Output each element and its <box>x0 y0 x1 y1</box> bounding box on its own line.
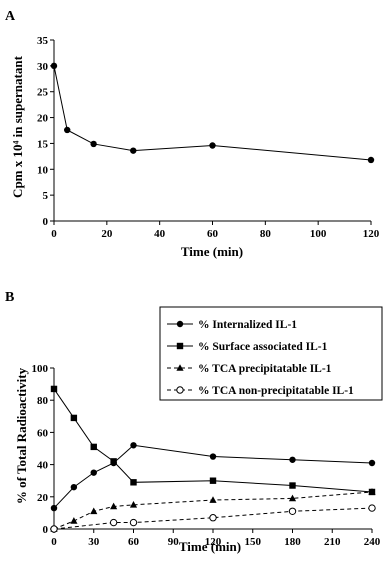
panel-b-series-1-point <box>209 477 217 484</box>
panel-b-series-0-point <box>289 456 296 463</box>
panel-a-x-tick-label: 0 <box>51 228 57 240</box>
panel-b-series-1-point <box>289 482 296 489</box>
panel-b-series-2-point <box>368 488 376 495</box>
panel-b-y-tick-label: 40 <box>37 460 49 472</box>
legend-entry-0-marker <box>176 320 184 328</box>
panel-b-y-tick-label: 100 <box>32 363 49 375</box>
panel-b-series-1-point <box>110 458 117 465</box>
panel-a-y-tick-label: 15 <box>37 138 49 150</box>
panel-a-x-tick-label: 20 <box>101 228 113 240</box>
panel-a-series-0-point <box>367 156 375 164</box>
panel-b-y-tick-label: 20 <box>37 492 49 504</box>
legend-entry-3-label: % TCA non-precipitatable IL-1 <box>198 385 354 397</box>
panel-a-chart: A Cpm x 10⁴ in supernatant Time (min) 0 5… <box>5 9 380 259</box>
legend-entry-2-marker <box>176 364 184 371</box>
panel-b-series-3-line <box>53 507 373 530</box>
panel-b-x-tick-label: 210 <box>324 536 341 548</box>
panel-b-marks <box>50 385 376 533</box>
panel-a-label: A <box>5 9 16 24</box>
panel-a-series-0-point <box>130 147 137 154</box>
panel-b-x-tick-label: 180 <box>284 536 301 548</box>
panel-a-series-0-point <box>90 140 97 148</box>
panel-b-series-0-point <box>130 442 137 449</box>
legend-entry-3-marker <box>176 386 184 394</box>
panel-a-series-0-line <box>53 65 372 161</box>
panel-b-series-3-point <box>209 514 217 522</box>
panel-b-series-3-point <box>109 518 118 527</box>
panel-a-y-tick-label: 25 <box>37 87 49 99</box>
panel-b-series-1-point <box>90 443 97 451</box>
panel-b-series-0-point <box>50 504 58 512</box>
panel-b-series-0-point <box>368 459 376 467</box>
panel-a-x-axis-title: Time (min) <box>181 244 243 259</box>
panel-a-y-tick-label: 5 <box>43 190 49 202</box>
panel-a-series-0-point <box>64 126 71 134</box>
panel-a-marks <box>50 62 375 164</box>
panel-b-series-2-point <box>90 507 98 515</box>
panel-b-x-tick-label: 240 <box>364 536 381 548</box>
panel-b-series-2-point <box>209 496 217 503</box>
panel-b-x-tick-label: 30 <box>88 536 100 548</box>
panel-a-x-tick-label: 80 <box>260 228 272 240</box>
panel-b-x-tick-label: 150 <box>245 536 262 548</box>
legend-entry-1-marker <box>176 342 184 350</box>
panel-b-axes: 0 20 40 60 80 100 0 30 60 90 120 150 180 210 240 <box>32 363 381 548</box>
panel-b-x-tick-label: 120 <box>205 536 222 548</box>
panel-a-y-tick-label: 20 <box>37 113 49 125</box>
legend: % Internalized IL-1 % Surface associated … <box>159 306 383 401</box>
panel-b-series-1-point <box>50 385 58 393</box>
panel-a-x-tick-label: 100 <box>310 228 327 240</box>
panel-b-series-2-point <box>288 494 297 502</box>
panel-b-series-3-point <box>288 507 297 515</box>
panel-a-x-tick-label: 60 <box>207 228 219 240</box>
panel-a-y-tick-label: 10 <box>37 164 49 176</box>
panel-b-series-3-point <box>368 504 376 512</box>
panel-a-y-tick-label: 35 <box>37 35 49 47</box>
legend-box <box>159 306 383 401</box>
panel-b-label: B <box>5 290 14 305</box>
panel-b-series-1-point <box>130 479 137 486</box>
panel-b-series-1-point <box>70 414 78 422</box>
panel-a-series-0-point <box>50 62 58 70</box>
legend-entry-1-label: % Surface associated IL-1 <box>198 341 328 353</box>
panel-b-series-0-point <box>209 453 217 460</box>
panel-b-series-3-point <box>50 525 58 533</box>
panel-b-x-tick-label: 90 <box>168 536 180 548</box>
legend-entry-0-label: % Internalized IL-1 <box>198 319 297 331</box>
panel-a-x-tick-label: 120 <box>363 228 380 240</box>
panel-b-y-axis-title: % of Total Radioactivity <box>14 367 29 504</box>
panel-b-series-0-point <box>70 483 78 491</box>
panel-b-y-tick-label: 0 <box>43 524 49 536</box>
panel-b-series-0-line <box>53 444 373 509</box>
panel-a-y-tick-label: 0 <box>43 216 49 228</box>
panel-b-series-1-line <box>53 388 373 493</box>
panel-b-series-2-point <box>129 501 138 508</box>
panel-b-series-0-point <box>90 469 97 476</box>
panel-a-series-0-point <box>209 142 216 149</box>
panel-b-y-tick-label: 80 <box>37 395 49 407</box>
legend-entry-2-label: % TCA precipitatable IL-1 <box>198 363 332 375</box>
panel-a-axes: 0 5 10 15 20 25 30 35 0 20 40 60 80 100 120 <box>37 35 380 240</box>
panel-b-x-tick-label: 0 <box>51 536 57 548</box>
panel-a-y-tick-label: 30 <box>37 61 49 73</box>
panel-b-series-3-point <box>129 518 138 527</box>
panel-b-series-2-point <box>110 502 118 510</box>
panel-b-series-2-point <box>70 517 78 524</box>
panel-b-chart: B % of Total Radioactivity Time (min) 0 2… <box>5 290 383 554</box>
panel-b-x-tick-label: 60 <box>128 536 140 548</box>
panel-b-y-tick-label: 60 <box>37 427 49 439</box>
panel-b-x-axis-title: Time (min) <box>179 539 241 554</box>
panel-a-x-tick-label: 40 <box>154 228 166 240</box>
panel-b-series-2-line <box>53 491 373 530</box>
panel-a-y-axis-title: Cpm x 10⁴ in supernatant <box>10 55 25 198</box>
